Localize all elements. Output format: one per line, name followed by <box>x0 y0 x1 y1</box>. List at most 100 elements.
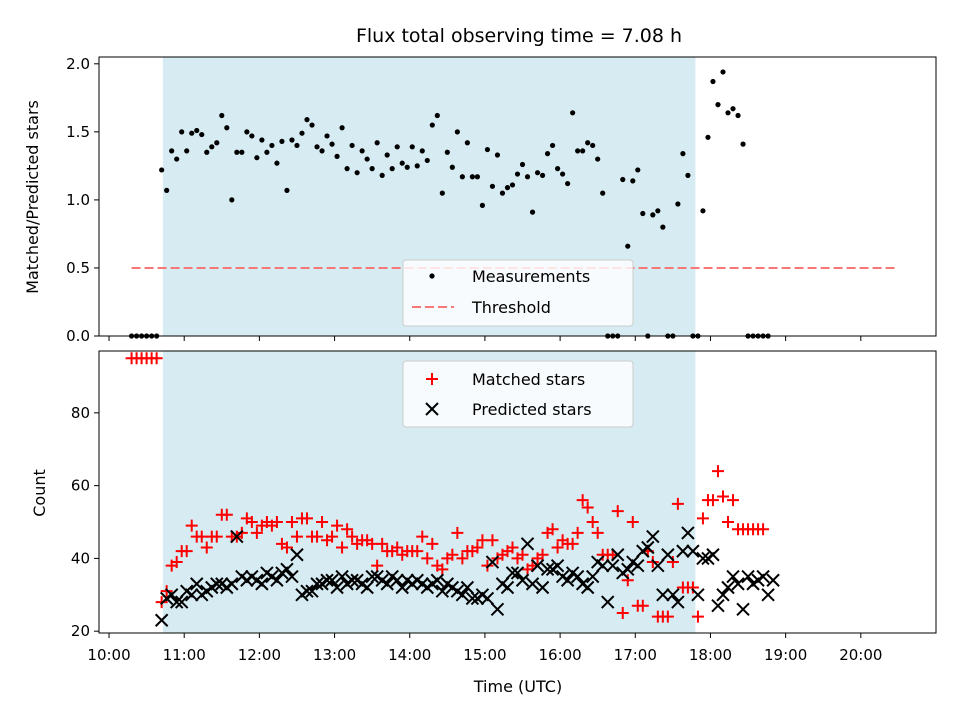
measurement-point <box>259 137 265 143</box>
measurement-point <box>700 208 706 214</box>
predicted-star-point <box>585 569 600 584</box>
matched-star-point <box>571 526 584 539</box>
measurement-point <box>249 133 255 139</box>
matched-star-point <box>280 541 293 554</box>
measurement-point <box>234 149 240 155</box>
predicted-star-point <box>766 573 780 587</box>
predicted-star-point <box>631 558 645 573</box>
predicted-star-point <box>606 558 620 573</box>
top-y-tick-label: 0.0 <box>66 327 90 345</box>
measurement-point <box>389 166 395 172</box>
matched-star-point <box>586 516 599 529</box>
measurement-point <box>274 160 280 166</box>
measurement-point <box>590 142 596 149</box>
predicted-star-point <box>595 558 610 573</box>
top-x-axis <box>108 336 862 341</box>
matched-star-point <box>636 599 649 612</box>
bottom-y-axis-label: Count <box>30 469 49 517</box>
predicted-star-point <box>505 566 520 580</box>
matched-star-point <box>616 606 629 619</box>
predicted-star-point <box>480 591 495 606</box>
predicted-star-point <box>611 548 625 562</box>
predicted-star-point <box>696 551 710 566</box>
measurement-point <box>625 243 631 249</box>
measurement-point <box>344 166 350 172</box>
predicted-star-point <box>681 526 695 540</box>
matched-stars-series <box>125 352 770 623</box>
measurement-point <box>529 209 536 215</box>
measurement-point <box>715 102 721 108</box>
matched-star-point <box>416 530 429 543</box>
measurement-point <box>459 174 465 180</box>
measurement-point <box>595 156 601 162</box>
predicted-star-point <box>300 584 314 598</box>
x-tick-label: 17:00 <box>614 646 657 664</box>
matched-star-point <box>446 548 459 561</box>
matched-star-point <box>180 545 193 558</box>
measurement-point <box>324 133 330 139</box>
measurement-point <box>449 164 455 170</box>
matched-star-point <box>506 541 519 554</box>
measurement-point <box>519 161 526 168</box>
predicted-star-point <box>390 573 404 587</box>
measurement-point <box>680 151 686 157</box>
predicted-star-point <box>174 595 189 609</box>
predicted-star-point <box>310 577 324 591</box>
matched-star-point <box>311 530 324 543</box>
measurement-point <box>169 148 175 154</box>
predicted-star-point <box>345 573 359 587</box>
predicted-star-point <box>656 588 670 602</box>
matched-star-point <box>626 516 639 529</box>
matched-star-point <box>326 530 339 543</box>
matched-star-point <box>666 556 679 569</box>
matched-star-point <box>195 530 208 543</box>
measurement-point <box>194 127 200 134</box>
predicted-star-point <box>721 580 735 595</box>
matched-star-point <box>250 526 263 539</box>
predicted-star-point <box>676 544 690 558</box>
matched-star-point <box>150 352 163 365</box>
matched-star-point <box>696 512 709 525</box>
measurement-point <box>304 117 310 123</box>
x-tick-label: 16:00 <box>538 646 581 664</box>
measurement-point <box>404 164 410 170</box>
predicted-star-point <box>270 573 284 587</box>
measurement-point <box>424 157 430 164</box>
measurement-point <box>600 190 606 196</box>
measurement-point <box>219 112 225 119</box>
measurement-point <box>254 155 260 161</box>
predicted-star-point <box>500 580 515 595</box>
measurement-point <box>575 148 581 154</box>
measurement-point <box>444 149 450 155</box>
matched-star-point <box>621 574 634 587</box>
predicted-star-point <box>154 613 169 627</box>
matched-star-point <box>245 516 258 529</box>
matched-star-point <box>686 581 699 594</box>
predicted-star-point <box>455 588 470 602</box>
measurement-point <box>494 152 501 158</box>
top-legend-box <box>402 259 634 327</box>
predicted-star-point <box>580 580 595 595</box>
measurement-point <box>479 202 486 208</box>
matched-star-point <box>757 523 770 536</box>
predicted-star-point <box>736 602 750 617</box>
measurement-point <box>549 142 556 149</box>
predicted-star-point <box>706 548 720 562</box>
matched-star-point <box>366 537 379 550</box>
measurements-legend-marker <box>429 273 435 279</box>
matched-star-point <box>270 516 283 529</box>
bottom-plot-frame <box>98 350 937 634</box>
predicted-star-point <box>190 577 204 591</box>
matched-star-point <box>290 530 303 543</box>
bottom-legend-entry-0: Matched stars <box>472 370 585 389</box>
predicted-star-point <box>465 591 480 606</box>
measurement-point <box>439 190 445 196</box>
matched-star-point <box>451 526 464 539</box>
predicted-star-point <box>601 595 615 609</box>
measurement-point <box>555 166 561 172</box>
measurement-point <box>685 172 691 178</box>
top-y-tick-label: 0.5 <box>66 259 90 277</box>
predicted-star-point <box>255 577 269 591</box>
measurement-point <box>354 170 360 176</box>
predicted-star-point <box>570 569 585 584</box>
